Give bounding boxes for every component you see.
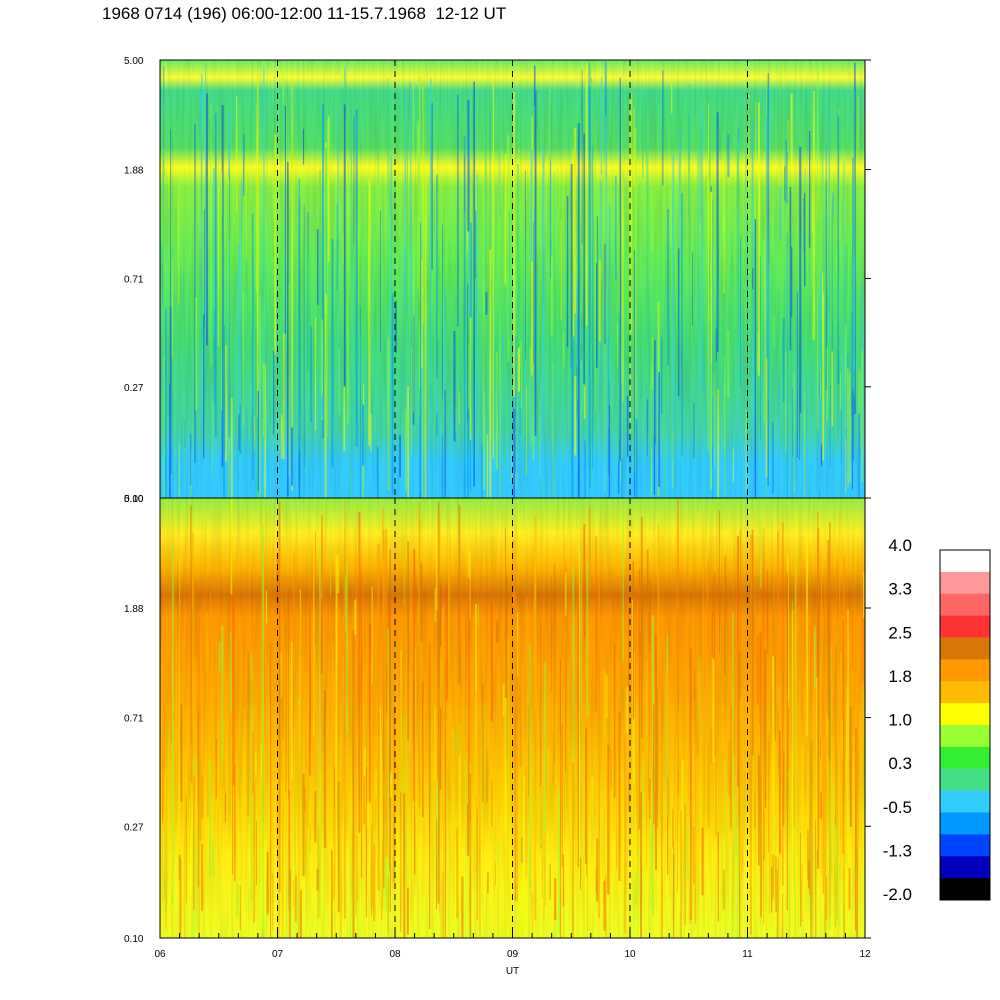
colorbar-swatch	[940, 550, 990, 573]
colorbar-swatch	[940, 637, 990, 660]
colorbar-label: 0.3	[888, 754, 912, 773]
colorbar-frame	[939, 549, 991, 901]
colorbar-swatch	[940, 571, 990, 595]
colorbar-swatch	[940, 768, 990, 792]
y-tick-label: 1.88	[124, 604, 144, 615]
colorbar-label: 2.5	[888, 623, 912, 642]
panel-upper-texture	[160, 60, 865, 498]
colorbar-swatch	[940, 878, 990, 901]
colorbar-label: 3.3	[888, 580, 912, 599]
colorbar-swatch	[940, 725, 990, 748]
colorbar-swatch	[940, 703, 990, 726]
colorbar-swatch	[940, 681, 990, 704]
colorbar-swatch	[940, 834, 990, 857]
x-tick-label: 06	[154, 949, 166, 960]
colorbar-swatch	[940, 812, 990, 835]
y-tick-label: 1.88	[124, 166, 144, 177]
colorbar-label: -1.3	[883, 841, 912, 860]
colorbar-swatch	[940, 593, 990, 617]
y-tick-label: 0.71	[124, 275, 144, 286]
colorbar-label: 1.8	[888, 667, 912, 686]
colorbar-swatch	[940, 659, 990, 682]
y-tick-label: 0.10	[124, 494, 144, 505]
colorbar-label: 4.0	[888, 536, 912, 555]
x-tick-label: 10	[624, 949, 636, 960]
chart-title: 1968 0714 (196) 06:00-12:00 11-15.7.1968…	[102, 4, 507, 23]
y-tick-label: 0.27	[124, 822, 144, 833]
y-tick-label: 0.10	[124, 934, 144, 945]
y-tick-label: 5.00	[124, 494, 144, 505]
colorbar-swatch	[940, 790, 990, 814]
colorbar-label: 1.0	[888, 711, 912, 730]
y-tick-label: 0.27	[124, 383, 144, 394]
x-tick-label: 12	[859, 949, 871, 960]
x-tick-label: 08	[389, 949, 401, 960]
colorbar-swatch	[940, 856, 990, 879]
y-tick-label: 0.71	[124, 714, 144, 725]
x-axis-label: UT	[506, 966, 519, 977]
y-tick-label: 5.00	[124, 56, 144, 67]
colorbar-label: -0.5	[883, 798, 912, 817]
colorbar-label: -2.0	[883, 885, 912, 904]
colorbar-swatch	[940, 746, 990, 770]
x-tick-label: 07	[272, 949, 284, 960]
colorbar-swatch	[940, 615, 990, 639]
x-tick-label: 11	[742, 949, 753, 960]
x-tick-label: 09	[507, 949, 519, 960]
